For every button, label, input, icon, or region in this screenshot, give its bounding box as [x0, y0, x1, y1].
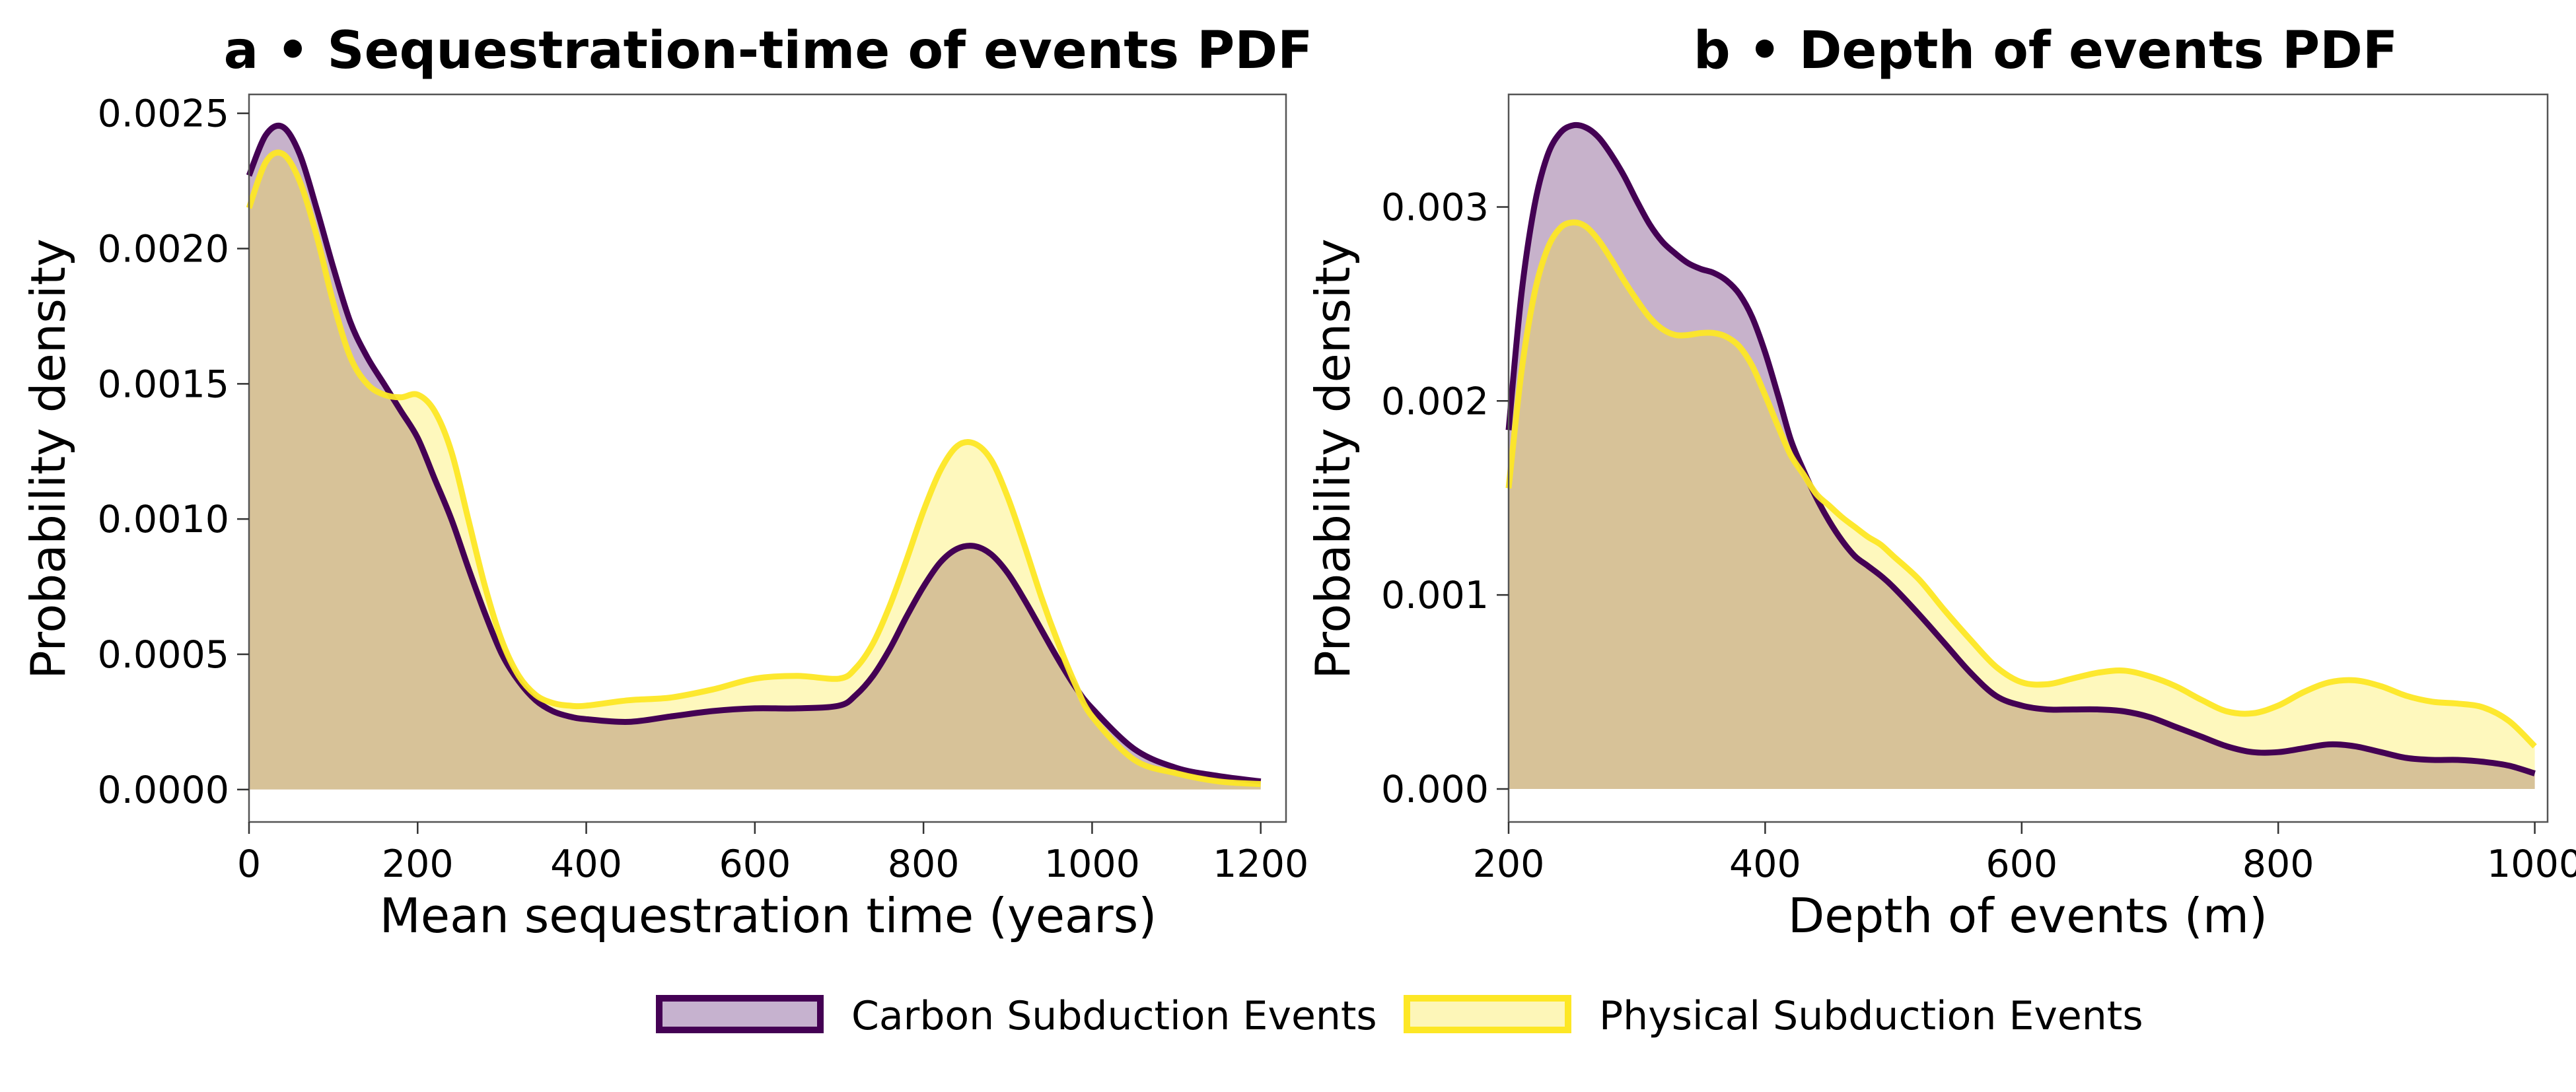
panel-a-xlabel: Mean sequestration time (years) — [380, 888, 1157, 943]
legend-label-carbon: Carbon Subduction Events — [851, 993, 1377, 1039]
panel-b-carbon-line — [1505, 121, 2536, 776]
panel-b-carbon-area — [1509, 125, 2535, 789]
panel-a-xtick-label: 800 — [888, 842, 960, 886]
panel-a-xtick-label: 0 — [237, 842, 261, 886]
panel-a-ytick-label: 0.0000 — [98, 768, 229, 812]
legend-label-physical: Physical Subduction Events — [1599, 993, 2143, 1039]
panel-b-xlabel: Depth of events (m) — [1788, 888, 2268, 943]
panel-a-physical-line — [246, 149, 1261, 788]
panel-b-title: b • Depth of events PDF — [1694, 21, 2398, 81]
panel-b-xtick-label: 600 — [1986, 842, 2057, 886]
panel-a-carbon-area — [249, 125, 1261, 790]
panel-b-physical-line — [1505, 219, 2537, 749]
legend-swatch-physical — [1404, 995, 1571, 1033]
panel-a-title: a • Sequestration-time of events PDF — [224, 21, 1313, 81]
panel-b-ticks: 200 400 600 800 1000 0.000 0.001 0.002 0.003 — [1381, 186, 2576, 886]
panel-b-physical-area — [1509, 222, 2535, 789]
panel-b-xtick-label: 200 — [1473, 842, 1545, 886]
panel-b-ytick-label: 0.002 — [1381, 380, 1489, 423]
panel-a-ytick-label: 0.0015 — [98, 362, 229, 406]
panel-b-ytick-label: 0.000 — [1381, 768, 1489, 811]
panel-a-ylabel: Probability density — [20, 238, 76, 679]
panel-b-xtick-label: 400 — [1729, 842, 1801, 886]
panel-depth: b • Depth of events PDF 200 400 600 800 1000… — [1305, 21, 2576, 943]
panel-a-xtick-label: 200 — [382, 842, 454, 886]
panel-b-ytick-label: 0.003 — [1381, 186, 1489, 229]
panel-b-ylabel: Probability density — [1305, 238, 1361, 679]
panel-a-xtick-label: 400 — [550, 842, 622, 886]
panel-a-ytick-label: 0.0010 — [98, 498, 229, 541]
legend: Carbon Subduction Events Physical Subduc… — [656, 993, 2143, 1039]
panel-a-xtick-label: 600 — [719, 842, 791, 886]
panel-a-ticks: 0 200 400 600 800 1000 1200 0.0000 0.0005 0.0010 0… — [98, 92, 1309, 886]
panel-a-ytick-label: 0.0025 — [98, 92, 229, 136]
panel-b-frame — [1507, 93, 2549, 823]
panel-b-xtick-label: 1000 — [2487, 842, 2576, 886]
panel-a-ytick-label: 0.0020 — [98, 228, 229, 271]
panel-a-xtick-label: 1200 — [1213, 842, 1308, 886]
panel-b-plot-area — [1505, 121, 2537, 789]
panel-b-xtick-label: 800 — [2242, 842, 2314, 886]
panel-a-frame — [248, 93, 1287, 823]
panel-b-ytick-label: 0.001 — [1381, 574, 1489, 617]
panel-a-xtick-label: 1000 — [1044, 842, 1140, 886]
legend-swatch-carbon — [656, 995, 824, 1033]
panel-a-plot-area — [246, 122, 1262, 790]
panel-sequestration-time: a • Sequestration-time of events PDF 0 20… — [20, 21, 1312, 943]
panel-a-physical-area — [249, 153, 1261, 790]
panel-a-ytick-label: 0.0005 — [98, 633, 229, 677]
panel-a-carbon-line — [246, 122, 1262, 785]
